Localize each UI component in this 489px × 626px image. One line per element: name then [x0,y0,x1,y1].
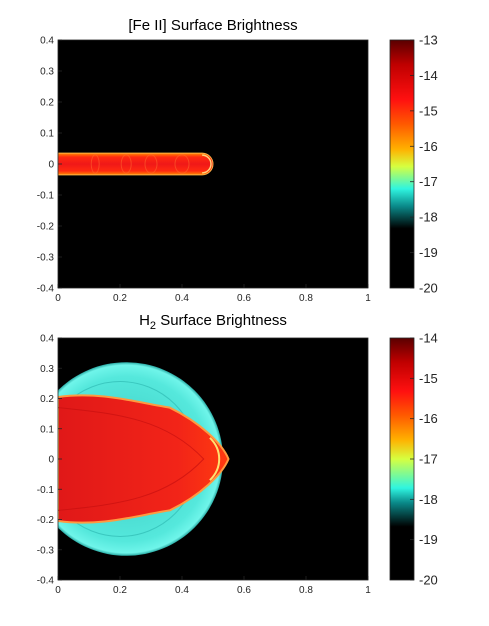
y-tick-label: 0.3 [40,67,54,78]
y-tick-label: -0.3 [37,545,55,556]
h2-title-main: H [139,312,150,329]
x-tick-label: 0.4 [175,585,189,596]
feii-chart-title: [Fe II] Surface Brightness [128,17,297,34]
y-tick-label: 0 [48,455,54,466]
feii-jet-knot [174,154,190,174]
x-tick-label: 1 [365,585,371,596]
feii-jet-knot [144,154,158,174]
x-tick-label: 0 [55,293,61,304]
y-tick-label: 0.4 [40,334,54,345]
h2-y-axis: 0.4 0.3 0.2 0.1 0 -0.1 -0.2 -0.3 -0.4 [37,334,62,587]
colorbar-tick-label: -16 [419,139,438,154]
y-tick-label: 0.4 [40,36,54,47]
h2-bow-shock [58,394,230,524]
colorbar-tick-label: -14 [419,331,438,346]
x-tick-label: 0.4 [175,293,189,304]
y-tick-label: 0.1 [40,424,54,435]
y-tick-label: -0.2 [37,222,55,233]
h2-colorbar: -14 -15 -16 -17 -18 -19 -20 [389,331,438,588]
y-tick-label: -0.4 [37,284,55,295]
feii-jet-knot [120,154,132,174]
feii-jet-tip [202,154,212,174]
feii-panel: [Fe II] Surface Brightness 0.40.30.20.10… [37,17,438,304]
h2-chart-title: H2 Surface Brightness [139,312,287,332]
colorbar-tick-label: -16 [419,411,438,426]
x-tick-label: 0.6 [237,293,251,304]
feii-colorbar: -13 -14 -15 -16 -17 -18 -19 -20 [389,33,438,296]
colorbar-tick-label: -20 [419,573,438,588]
colorbar-tick-label: -17 [419,174,438,189]
x-tick-label: 0.8 [299,585,313,596]
y-tick-label: -0.4 [37,576,55,587]
h2-inner-structure [58,407,205,511]
h2-title-rest: Surface Brightness [156,312,287,329]
y-tick-label: -0.1 [37,191,55,202]
feii-plot-area [57,39,369,289]
h2-panel: H2 Surface Brightness 0.4 0.3 0.2 0.1 0 -0.1 -… [37,312,438,596]
feii-jet [58,152,214,176]
y-tick-label: 0.3 [40,364,54,375]
colorbar-tick-label: -18 [419,210,438,225]
x-tick-label: 0.6 [237,585,251,596]
x-tick-label: 0.2 [113,293,127,304]
x-tick-label: 1 [365,293,371,304]
colorbar-gradient [389,39,415,289]
x-tick-label: 0 [55,585,61,596]
colorbar-tick-label: -17 [419,452,438,467]
x-tick-label: 0.8 [299,293,313,304]
feii-jet-knot [90,154,100,174]
y-tick-label: 0 [48,160,54,171]
h2-title-subscript: 2 [150,320,156,332]
h2-bow-apex [209,437,221,481]
y-tick-label: -0.2 [37,515,55,526]
colorbar-tick-label: -19 [419,532,438,547]
colorbar-tick-label: -15 [419,103,438,118]
colorbar-tick-label: -18 [419,492,438,507]
feii-x-axis: 0 0.2 0.4 0.6 0.8 1 [55,284,371,304]
colorbar-tick-label: -20 [419,281,438,296]
feii-y-axis: 0.4 0.3 0.2 0.1 0 -0.1 -0.2 -0.3 -0.4 [37,36,62,295]
y-tick-label: 0.2 [40,394,54,405]
colorbar-tick-label: -13 [419,33,438,48]
x-tick-label: 0.2 [113,585,127,596]
y-tick-label: 0.1 [40,129,54,140]
colorbar-tick-label: -15 [419,371,438,386]
y-tick-label: -0.1 [37,485,55,496]
colorbar-tick-label: -14 [419,68,438,83]
y-tick-label: -0.3 [37,253,55,264]
colorbar-tick-label: -19 [419,245,438,260]
h2-plot-area [57,337,369,581]
y-tick-label: 0.2 [40,98,54,109]
h2-x-axis: 0 0.2 0.4 0.6 0.8 1 [55,576,371,596]
